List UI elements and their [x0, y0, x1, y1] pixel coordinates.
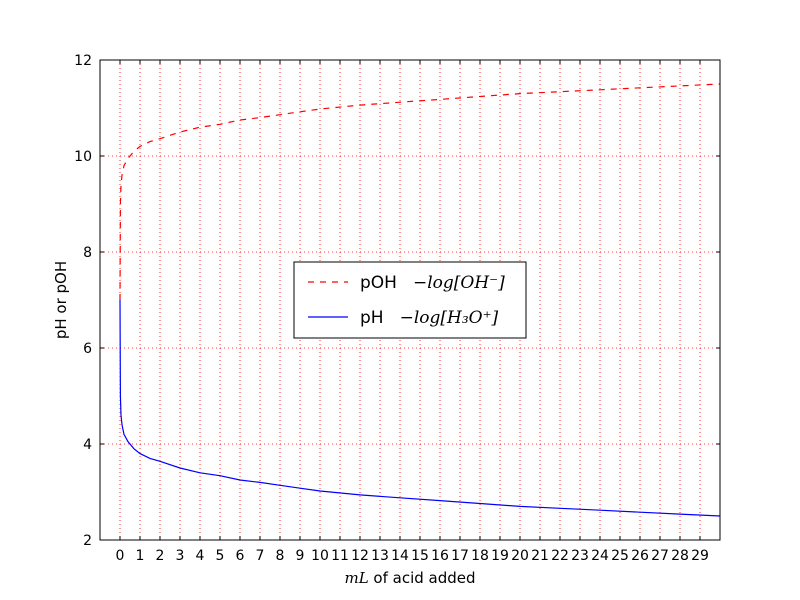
x-tick-label: 14	[391, 548, 409, 564]
x-tick-label: 6	[236, 548, 245, 564]
y-tick-label: 4	[83, 437, 92, 453]
x-tick-label: 11	[331, 548, 349, 564]
x-tick-label: 3	[176, 548, 185, 564]
x-tick-label: 5	[216, 548, 225, 564]
legend-label-poh: pOH −log[OH⁻]	[360, 273, 505, 293]
x-tick-label: 0	[116, 548, 125, 564]
y-tick-label: 12	[74, 53, 92, 69]
legend: pOH −log[OH⁻] pH −log[H₃O⁺]	[293, 261, 527, 339]
x-tick-label: 13	[371, 548, 389, 564]
series-line-poh	[119, 83, 721, 301]
y-tick-label: 2	[83, 533, 92, 549]
legend-box	[293, 261, 527, 339]
x-tick-label: 12	[351, 548, 369, 564]
y-tick-label: 10	[74, 149, 92, 165]
x-tick-label: 19	[491, 548, 509, 564]
x-tick-label: 8	[276, 548, 285, 564]
x-tick-label: 16	[431, 548, 449, 564]
y-tick-label: 6	[83, 341, 92, 357]
x-tick-label: 10	[311, 548, 329, 564]
x-tick-label: 27	[651, 548, 669, 564]
x-tick-label: 9	[296, 548, 305, 564]
x-tick-label: 17	[451, 548, 469, 564]
x-tick-label: 20	[511, 548, 529, 564]
plot-frame	[99, 59, 721, 541]
x-tick-label: 22	[551, 548, 569, 564]
x-tick-label: 24	[591, 548, 609, 564]
x-tick-label: 21	[531, 548, 549, 564]
tick-labels: 0 1 2 3 4 5 6 7 8 9 10 11 12 13 14 15 16 17 18 19 20 21 22 23 24…	[74, 53, 709, 564]
series-group	[119, 83, 721, 517]
x-tick-label: 2	[156, 548, 165, 564]
x-axis-label: mL of acid added	[344, 569, 475, 587]
x-tick-label: 18	[471, 548, 489, 564]
x-tick-label: 28	[671, 548, 689, 564]
x-tick-label: 29	[691, 548, 709, 564]
x-tick-label: 23	[571, 548, 589, 564]
legend-label-ph: pH −log[H₃O⁺]	[360, 308, 499, 328]
y-axis-label: pH or pOH	[52, 261, 70, 339]
ticks	[100, 59, 720, 541]
x-tick-label: 4	[196, 548, 205, 564]
series-line-ph	[119, 299, 721, 517]
x-tick-label: 25	[611, 548, 629, 564]
y-tick-label: 8	[83, 245, 92, 261]
x-tick-label: 15	[411, 548, 429, 564]
x-tick-label: 7	[256, 548, 265, 564]
x-tick-label: 26	[631, 548, 649, 564]
x-tick-label: 1	[136, 548, 145, 564]
